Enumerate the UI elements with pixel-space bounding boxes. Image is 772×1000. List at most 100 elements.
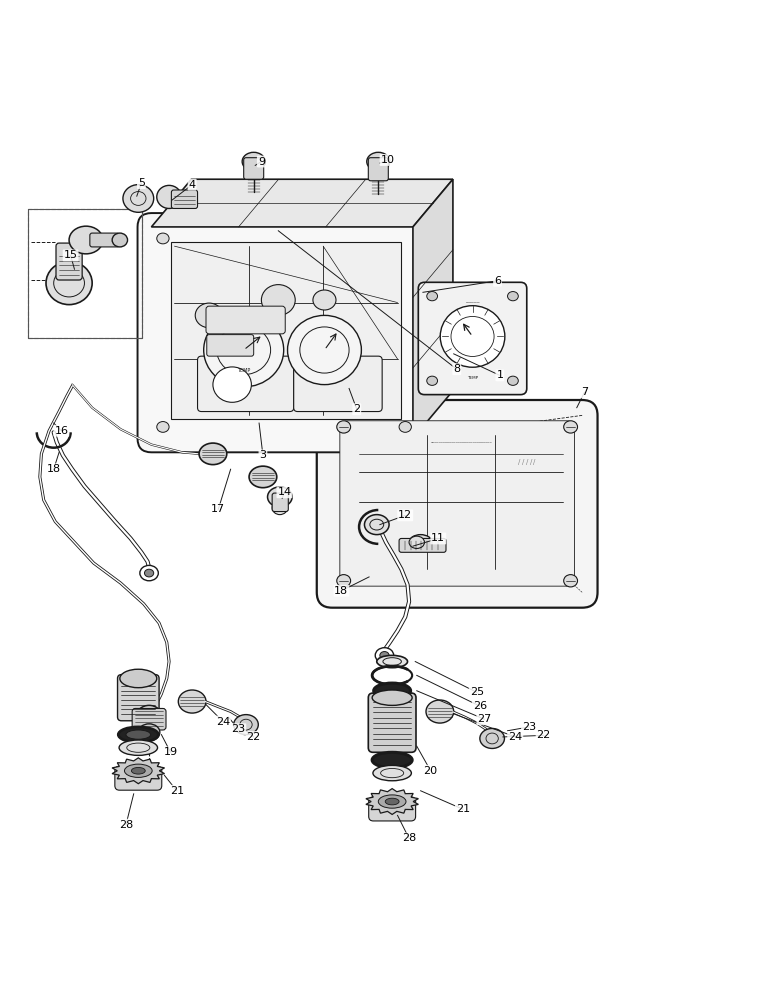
Ellipse shape: [204, 313, 283, 387]
Polygon shape: [413, 179, 453, 438]
Ellipse shape: [140, 565, 158, 581]
Text: 9: 9: [258, 157, 265, 167]
Ellipse shape: [337, 575, 350, 587]
Text: 23: 23: [232, 724, 245, 734]
Text: 3: 3: [259, 450, 266, 460]
Text: ─────────────────────────────: ─────────────────────────────: [430, 441, 492, 445]
Ellipse shape: [427, 292, 438, 301]
Text: 27: 27: [477, 714, 492, 724]
Text: 22: 22: [246, 732, 261, 742]
Ellipse shape: [287, 315, 361, 385]
Text: /: /: [518, 459, 520, 465]
Ellipse shape: [157, 233, 169, 244]
Ellipse shape: [126, 730, 151, 739]
Text: 15: 15: [63, 250, 78, 260]
FancyBboxPatch shape: [90, 233, 119, 247]
Text: 16: 16: [54, 426, 69, 436]
Text: /: /: [533, 459, 536, 465]
Text: 24: 24: [508, 732, 523, 742]
Bar: [29, 209, 142, 338]
Ellipse shape: [123, 185, 154, 212]
Ellipse shape: [119, 740, 157, 755]
FancyBboxPatch shape: [207, 335, 254, 356]
Ellipse shape: [69, 226, 103, 254]
Text: 21: 21: [170, 786, 184, 796]
Ellipse shape: [372, 752, 412, 768]
FancyBboxPatch shape: [171, 190, 198, 208]
Ellipse shape: [131, 767, 145, 774]
Ellipse shape: [46, 262, 92, 305]
Text: 28: 28: [119, 820, 133, 830]
Text: 5: 5: [138, 178, 145, 188]
Ellipse shape: [480, 728, 504, 748]
FancyBboxPatch shape: [132, 708, 166, 730]
Text: 4: 4: [188, 180, 196, 190]
FancyBboxPatch shape: [137, 213, 427, 452]
Polygon shape: [366, 789, 418, 814]
FancyBboxPatch shape: [115, 766, 162, 790]
Text: 22: 22: [537, 730, 550, 740]
Ellipse shape: [178, 690, 206, 713]
FancyBboxPatch shape: [418, 282, 527, 395]
Ellipse shape: [138, 724, 160, 741]
Ellipse shape: [213, 367, 252, 402]
Text: 24: 24: [216, 717, 230, 727]
Text: TEMP: TEMP: [237, 368, 250, 373]
Ellipse shape: [199, 443, 227, 465]
FancyBboxPatch shape: [368, 158, 388, 181]
Ellipse shape: [195, 303, 223, 328]
Ellipse shape: [385, 798, 399, 805]
Ellipse shape: [374, 683, 411, 698]
FancyBboxPatch shape: [369, 797, 415, 821]
FancyBboxPatch shape: [368, 693, 416, 752]
Bar: [171, 242, 401, 419]
Ellipse shape: [242, 152, 266, 171]
FancyBboxPatch shape: [317, 400, 598, 608]
Ellipse shape: [268, 487, 292, 507]
Ellipse shape: [372, 690, 412, 705]
Ellipse shape: [409, 536, 425, 548]
Ellipse shape: [112, 233, 127, 247]
Polygon shape: [151, 179, 453, 227]
Ellipse shape: [234, 715, 259, 735]
Text: 14: 14: [277, 487, 292, 497]
FancyBboxPatch shape: [293, 356, 382, 412]
Ellipse shape: [409, 535, 432, 550]
Text: /: /: [522, 459, 524, 465]
Text: 18: 18: [46, 464, 61, 474]
FancyBboxPatch shape: [340, 421, 574, 586]
Ellipse shape: [337, 421, 350, 433]
Ellipse shape: [440, 306, 505, 367]
Ellipse shape: [249, 466, 277, 488]
Ellipse shape: [377, 655, 408, 668]
Ellipse shape: [507, 292, 518, 301]
Text: 6: 6: [494, 276, 501, 286]
Text: 7: 7: [581, 387, 588, 397]
Bar: [29, 209, 142, 338]
Text: TEMP: TEMP: [467, 376, 478, 380]
Text: /: /: [530, 459, 532, 465]
Ellipse shape: [375, 648, 394, 663]
Ellipse shape: [137, 705, 161, 725]
Text: 20: 20: [424, 766, 438, 776]
Text: 8: 8: [453, 364, 460, 374]
FancyBboxPatch shape: [117, 675, 159, 721]
Text: /: /: [526, 459, 528, 465]
Ellipse shape: [399, 422, 411, 432]
Ellipse shape: [378, 795, 406, 808]
Ellipse shape: [157, 422, 169, 432]
Text: 10: 10: [381, 155, 394, 165]
Text: 19: 19: [164, 747, 178, 757]
Ellipse shape: [273, 501, 287, 515]
FancyBboxPatch shape: [399, 538, 446, 552]
FancyBboxPatch shape: [56, 243, 82, 280]
FancyBboxPatch shape: [206, 306, 285, 334]
Ellipse shape: [262, 285, 295, 315]
Ellipse shape: [380, 652, 389, 659]
Ellipse shape: [157, 185, 181, 208]
FancyBboxPatch shape: [244, 158, 264, 179]
Ellipse shape: [364, 515, 389, 535]
Text: 17: 17: [212, 504, 225, 514]
Ellipse shape: [427, 376, 438, 385]
Ellipse shape: [373, 765, 411, 781]
